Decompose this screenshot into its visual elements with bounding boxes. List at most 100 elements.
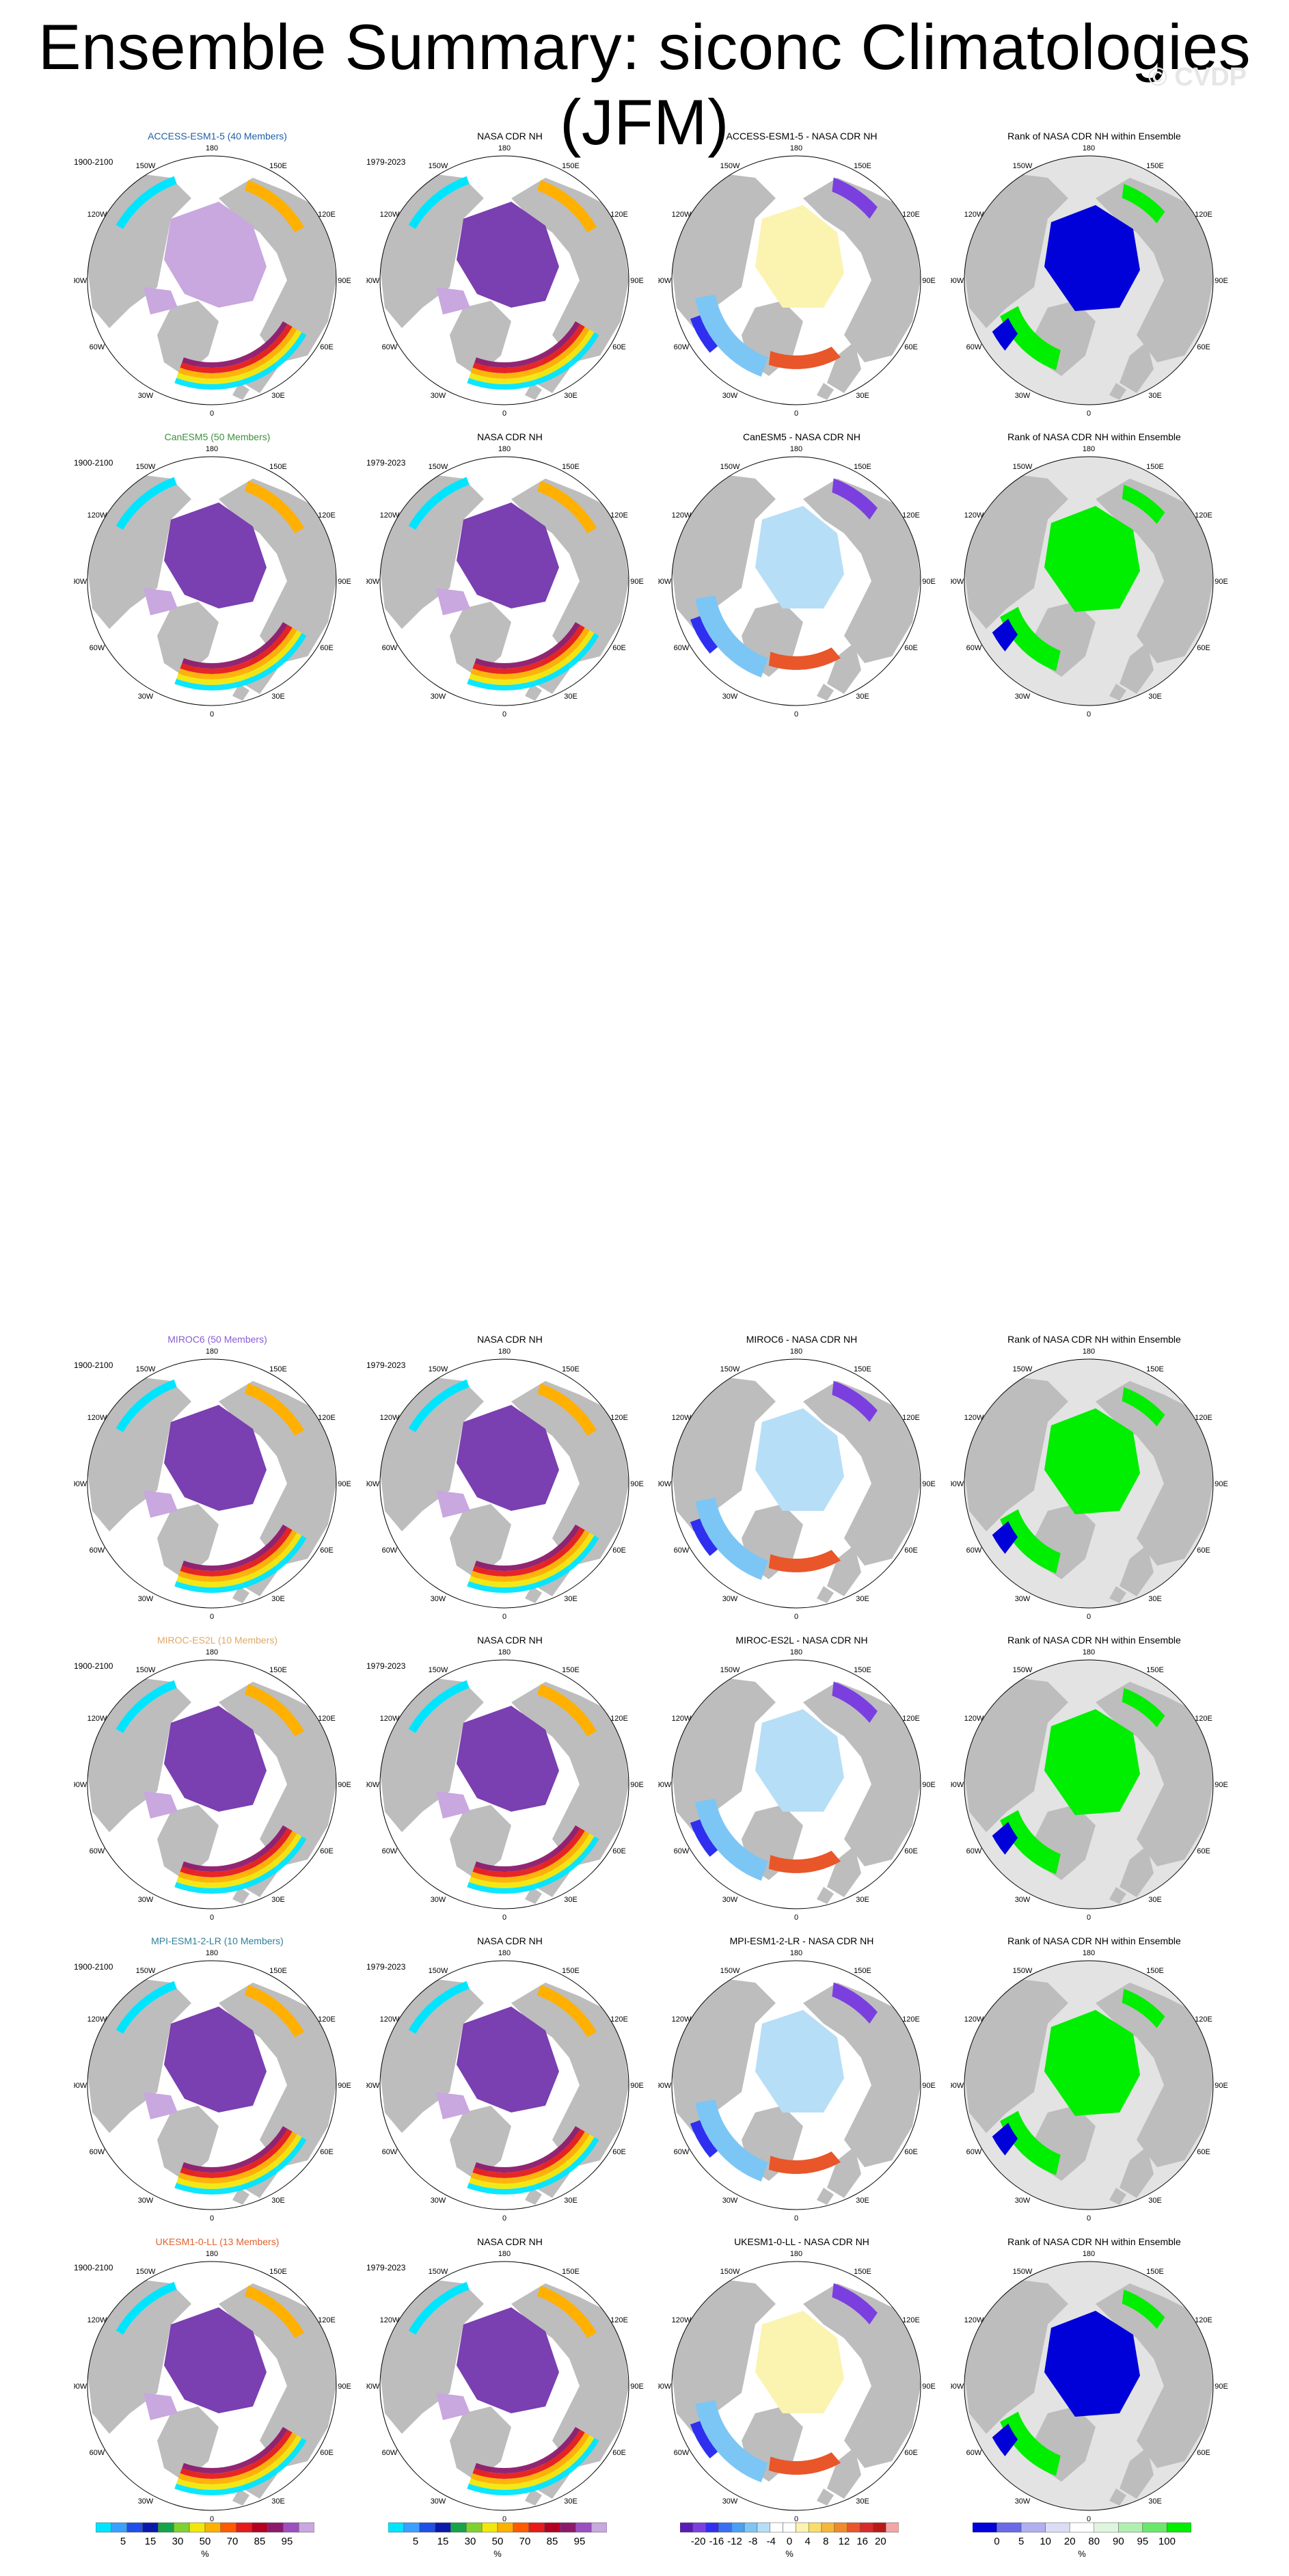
longitude-label: 180 [498, 2250, 511, 2258]
sea-ice-edge-band [180, 2430, 293, 2479]
colorbar-tick-label: -12 [727, 2536, 742, 2547]
land-mass [1109, 1586, 1126, 1603]
land-mass [87, 1678, 191, 1832]
longitude-label: 30E [271, 1896, 285, 1904]
longitude-label: 120E [1195, 2015, 1212, 2024]
map-panel: 180 150E 120E 90E 60E 30E 0 30W 60W 90W 120W 150W MI… [74, 1634, 361, 1935]
longitude-label: 150E [854, 162, 871, 170]
sea-ice-lavender [144, 2393, 178, 2420]
longitude-label: 0 [1087, 1914, 1091, 1922]
map-border [87, 456, 337, 706]
longitude-label: 60E [904, 343, 918, 351]
sea-ice-edge-band [178, 2432, 297, 2484]
land-mass [232, 1887, 249, 1904]
sea-ice-lavender [436, 1490, 470, 1518]
map-border [87, 155, 337, 405]
longitude-label: 60W [966, 1546, 982, 1555]
longitude-label: 60W [382, 1847, 398, 1855]
colorbar-swatch [692, 2522, 706, 2533]
colorbar: 0 5 10 20 80 90 95 100% [973, 2521, 1191, 2562]
longitude-label: 120W [87, 2015, 107, 2024]
colorbar-swatch [731, 2522, 745, 2533]
year-range-label: 1979-2023 [366, 1360, 406, 1370]
longitude-label: 150E [269, 1365, 287, 1373]
map-panel: 180 150E 120E 90E 60E 30E 0 30W 60W 90W 120W 150W Ca… [658, 431, 945, 732]
sea-ice-edge-band [176, 630, 302, 685]
land-mass [525, 684, 542, 701]
panel-title: Rank of NASA CDR NH within Ensemble [1007, 431, 1181, 442]
rank-field [1000, 1810, 1061, 1875]
longitude-label: 90E [338, 2383, 351, 2391]
map-border [671, 1659, 921, 1909]
sea-ice-edge-band [470, 1530, 590, 1582]
sea-ice-core [164, 202, 267, 308]
map-panel: 180 150E 120E 90E 60E 30E 0 30W 60W 90W 120W 150W NA… [366, 431, 653, 732]
longitude-label: 90W [74, 1480, 87, 1488]
colorbar-swatch [450, 2522, 467, 2533]
sea-ice-edge-band [174, 1836, 307, 1894]
longitude-label: 150W [720, 463, 740, 471]
longitude-label: 180 [206, 2250, 218, 2258]
sea-ice-edge-band [116, 1680, 177, 1733]
difference-field [768, 2452, 841, 2475]
longitude-label: 120E [610, 511, 628, 520]
longitude-label: 0 [502, 710, 506, 719]
longitude-label: 150E [1146, 162, 1164, 170]
panel-title: CanESM5 (50 Members) [164, 431, 271, 442]
sea-ice-edge-band [472, 1828, 585, 1877]
polar-map: 180 150E 120E 90E 60E 30E 0 30W 60W 90W 120W 150W [658, 144, 936, 418]
land-mass [232, 684, 249, 701]
rank-field [1122, 1989, 1165, 2028]
panel-title: Rank of NASA CDR NH within Ensemble [1007, 1334, 1181, 1345]
sea-ice-edge-band [176, 1533, 302, 1587]
sea-ice-edge-band [244, 180, 305, 232]
sea-ice-edge-band [244, 1383, 305, 1436]
colorbar-swatch [544, 2522, 560, 2533]
colorbar-swatch [174, 2522, 190, 2533]
land-mass [87, 1979, 191, 2133]
sea-ice-edge-band [244, 2285, 305, 2338]
longitude-label: 150W [720, 1666, 740, 1674]
longitude-label: 90W [951, 2082, 964, 2090]
rank-field [1122, 1688, 1165, 1728]
colorbar-tick-label: -4 [767, 2536, 776, 2547]
colorbar-tick-label: 12 [839, 2536, 850, 2547]
land-mass [817, 2488, 834, 2506]
map-panel: 180 150E 120E 90E 60E 30E 0 30W 60W 90W 120W 150W NA… [366, 1634, 653, 1935]
watermark: © CVDP [1148, 63, 1247, 92]
sea-ice-edge-band [470, 628, 590, 680]
polar-map: 180 150E 120E 90E 60E 30E 0 30W 60W 90W 120W 150W [658, 1949, 936, 2223]
colorbar-tick-label: 15 [437, 2536, 449, 2547]
rank-field [1000, 2110, 1061, 2175]
difference-field [755, 1408, 844, 1511]
longitude-label: 30E [856, 693, 869, 701]
longitude-label: 0 [502, 2214, 506, 2223]
sea-ice-edge-band [467, 1535, 599, 1593]
longitude-label: 30E [564, 693, 578, 701]
sea-ice-edge-band [178, 327, 297, 379]
rank-field [1044, 506, 1140, 612]
sea-ice-edge-band [474, 1825, 580, 1872]
longitude-label: 120E [318, 1414, 336, 1422]
map-panel: 180 150E 120E 90E 60E 30E 0 30W 60W 90W 120W 150W Ra… [951, 2236, 1238, 2536]
longitude-label: 30E [856, 2497, 869, 2506]
panel-title: MIROC-ES2L - NASA CDR NH [735, 1635, 868, 1646]
land-mass [232, 1586, 249, 1603]
panel-title: NASA CDR NH [477, 431, 543, 442]
map-panel: 180 150E 120E 90E 60E 30E 0 30W 60W 90W 120W 150W MI… [658, 1333, 945, 1634]
sea-ice-edge-band [182, 321, 288, 368]
sea-ice-edge-band [174, 332, 307, 390]
longitude-label: 150W [720, 1967, 740, 1975]
colorbar-swatch [481, 2522, 498, 2533]
colorbar-tick-label: 0 [994, 2536, 999, 2547]
longitude-label: 90E [1215, 277, 1228, 285]
land-mass [232, 2488, 249, 2506]
colorbar-swatch [744, 2522, 758, 2533]
panel-title: ACCESS-ESM1-5 - NASA CDR NH [726, 131, 878, 142]
polar-map: 180 150E 120E 90E 60E 30E 0 30W 60W 90W 120W 150W [74, 1347, 351, 1621]
longitude-label: 150E [854, 1967, 871, 1975]
longitude-label: 60E [904, 2148, 918, 2156]
colorbar-swatch [575, 2522, 592, 2533]
longitude-label: 150W [429, 1666, 448, 1674]
map-border [87, 1358, 337, 1609]
